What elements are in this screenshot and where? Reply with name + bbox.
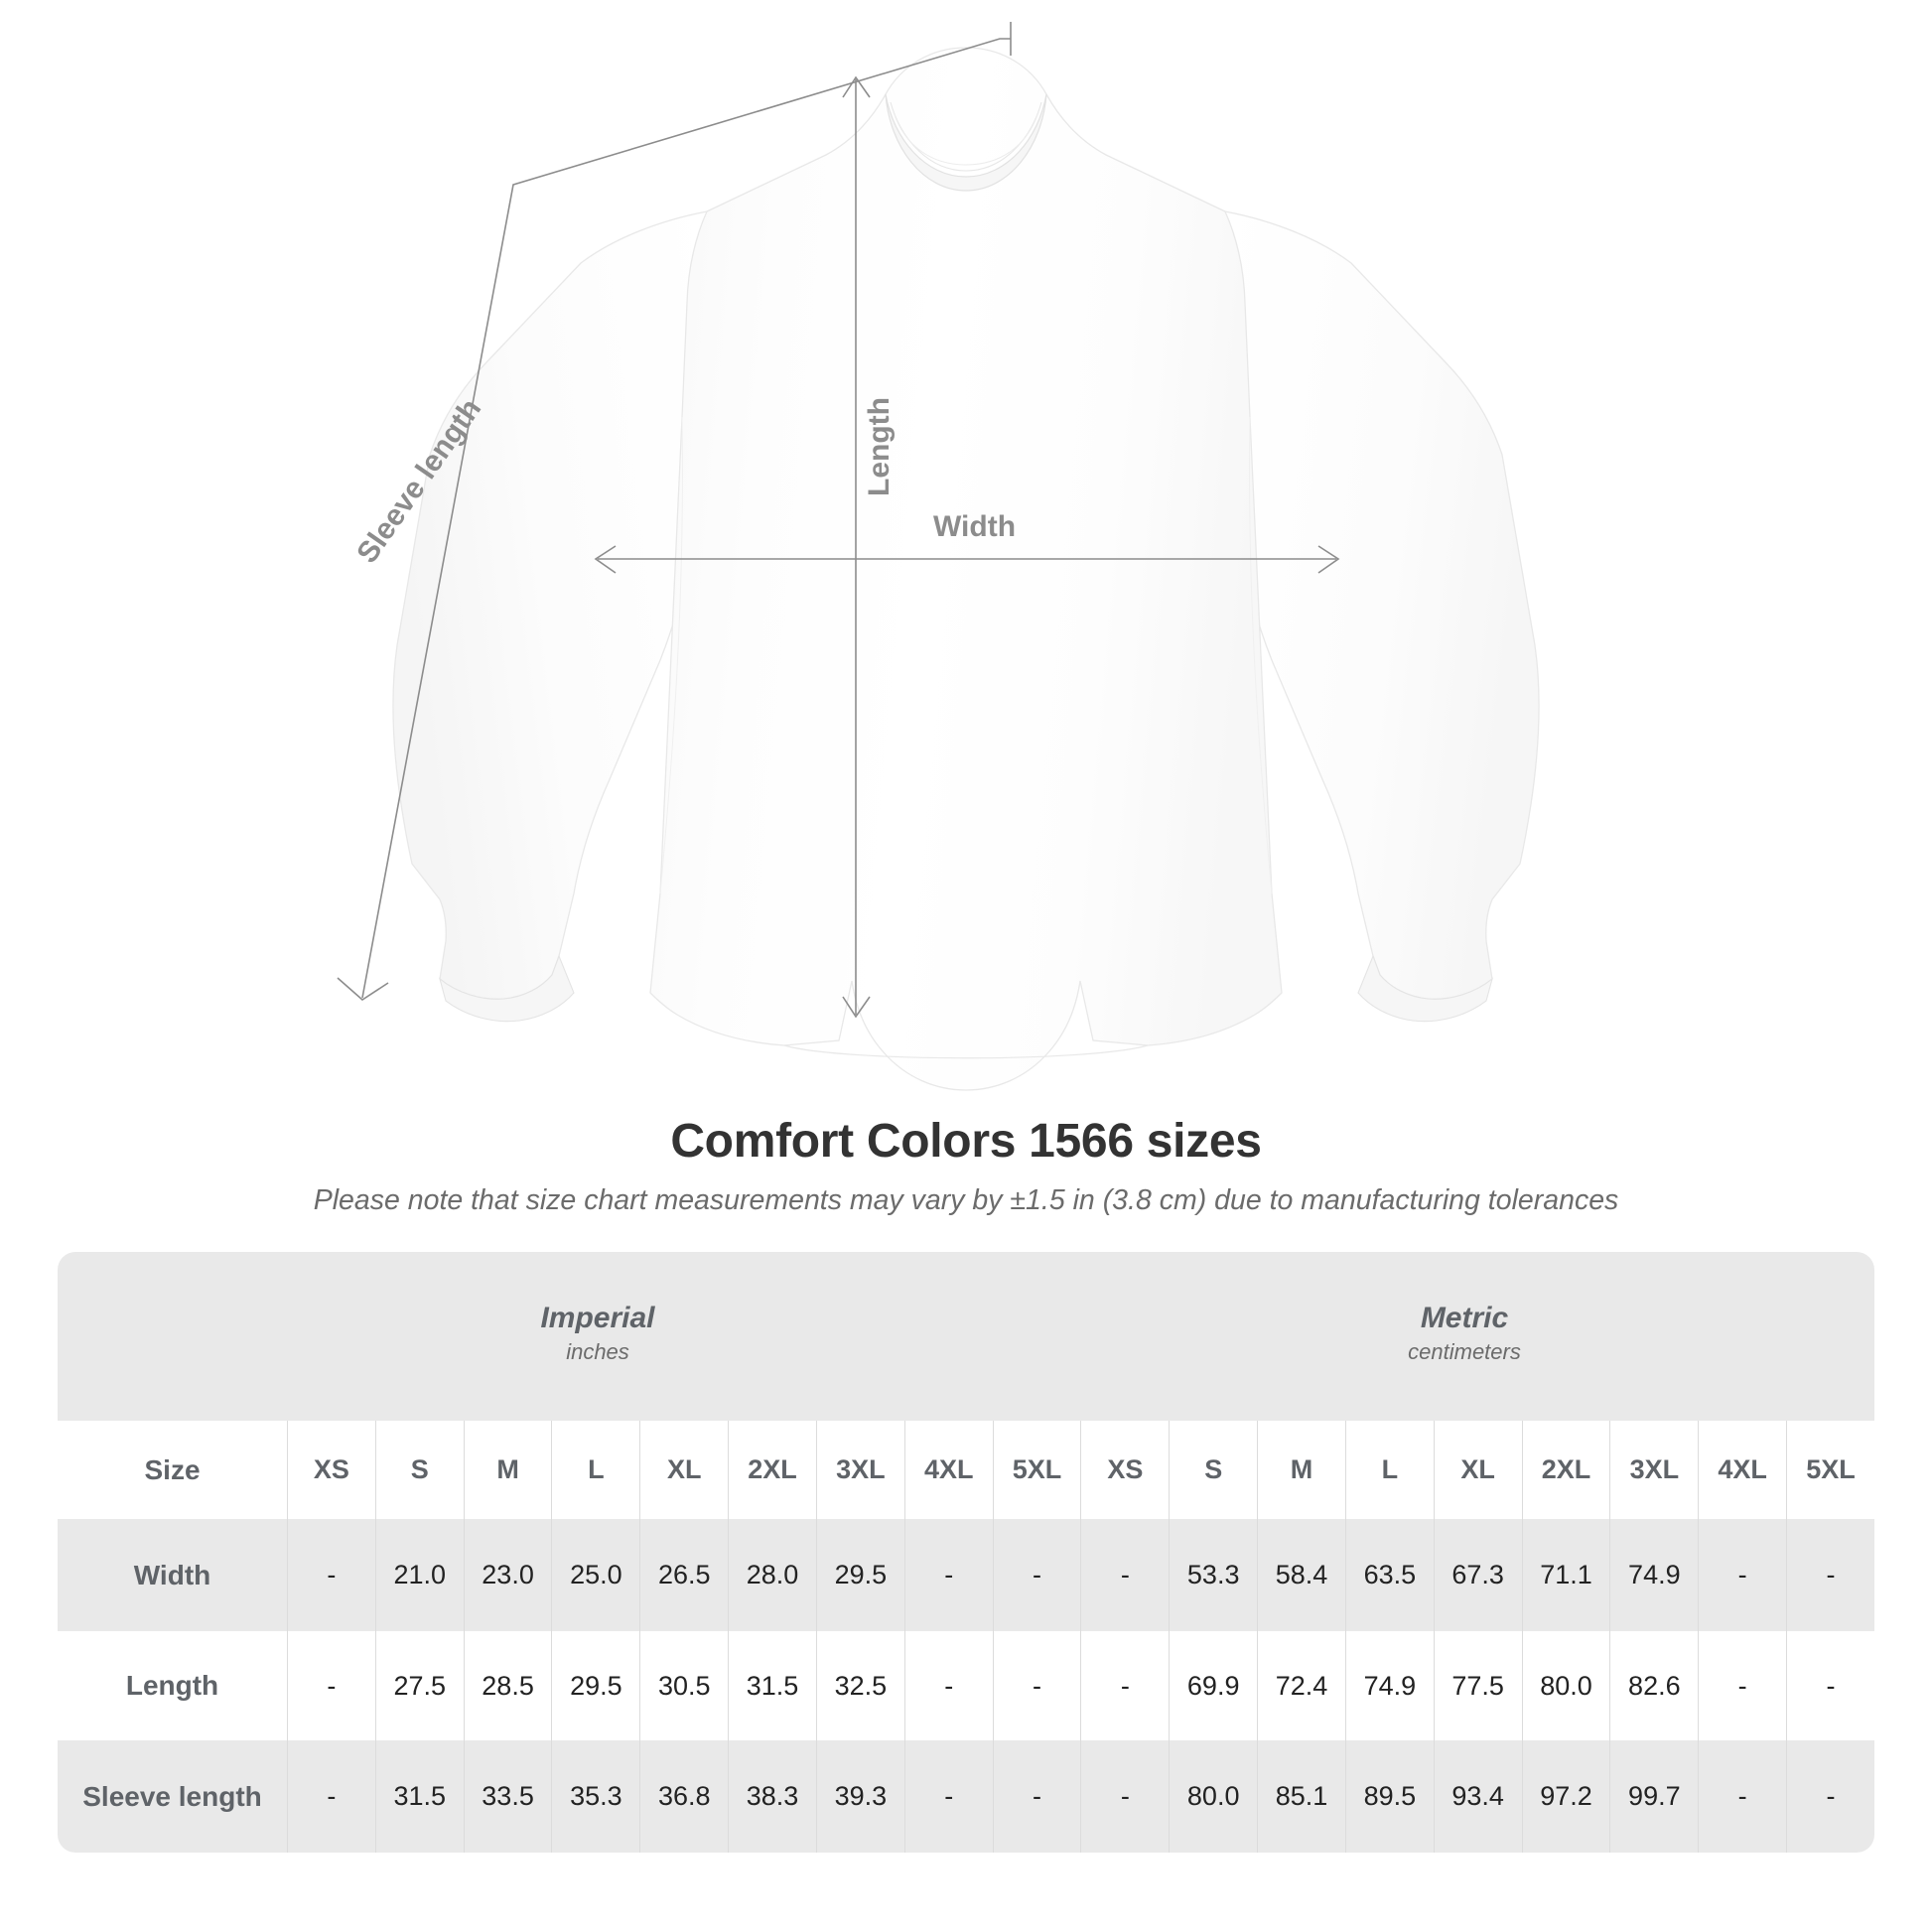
svg-text:Width: Width: [933, 510, 1016, 543]
svg-text:Length: Length: [863, 397, 896, 496]
